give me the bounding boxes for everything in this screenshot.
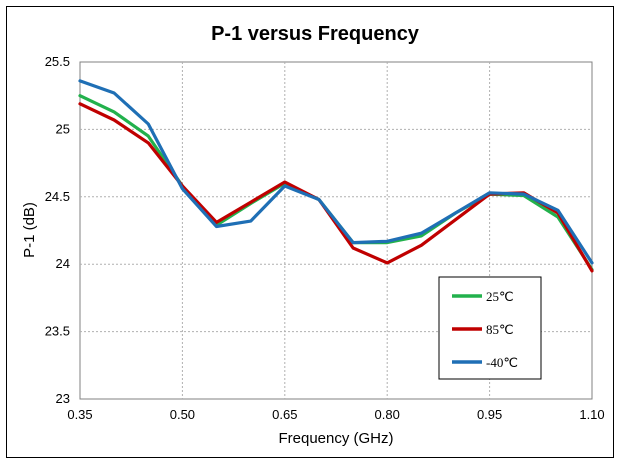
series-lines: [78, 79, 594, 273]
x-tick-label: 1.10: [579, 407, 604, 422]
y-axis-label: P-1 (dB): [21, 202, 38, 258]
x-tick-label: 0.95: [477, 407, 502, 422]
y-tick-label: 25.5: [45, 54, 70, 69]
tick-labels: 23 23.5 24 24.5 25 25.5 0.35 0.50 0.65 0.80 0.95 1.…: [45, 54, 605, 422]
y-tick-label: 23: [56, 391, 70, 406]
x-tick-label: 0.50: [170, 407, 195, 422]
x-tick-label: 0.65: [272, 407, 297, 422]
series-line-2: [78, 79, 594, 265]
legend-label-0: 25℃: [486, 289, 514, 304]
x-axis-label: Frequency (GHz): [278, 430, 393, 447]
y-tick-label: 24: [56, 256, 70, 271]
legend-label-1: 85℃: [486, 322, 514, 337]
chart-title: P-1 versus Frequency: [211, 23, 420, 45]
legend: 25℃ 85℃ -40℃: [438, 276, 542, 380]
y-tick-label: 24.5: [45, 189, 70, 204]
gridlines: [80, 62, 592, 399]
y-tick-label: 25: [56, 121, 70, 136]
y-tick-label: 23.5: [45, 324, 70, 339]
x-tick-label: 0.35: [67, 407, 92, 422]
legend-label-2: -40℃: [486, 355, 518, 370]
x-tick-label: 0.80: [375, 407, 400, 422]
